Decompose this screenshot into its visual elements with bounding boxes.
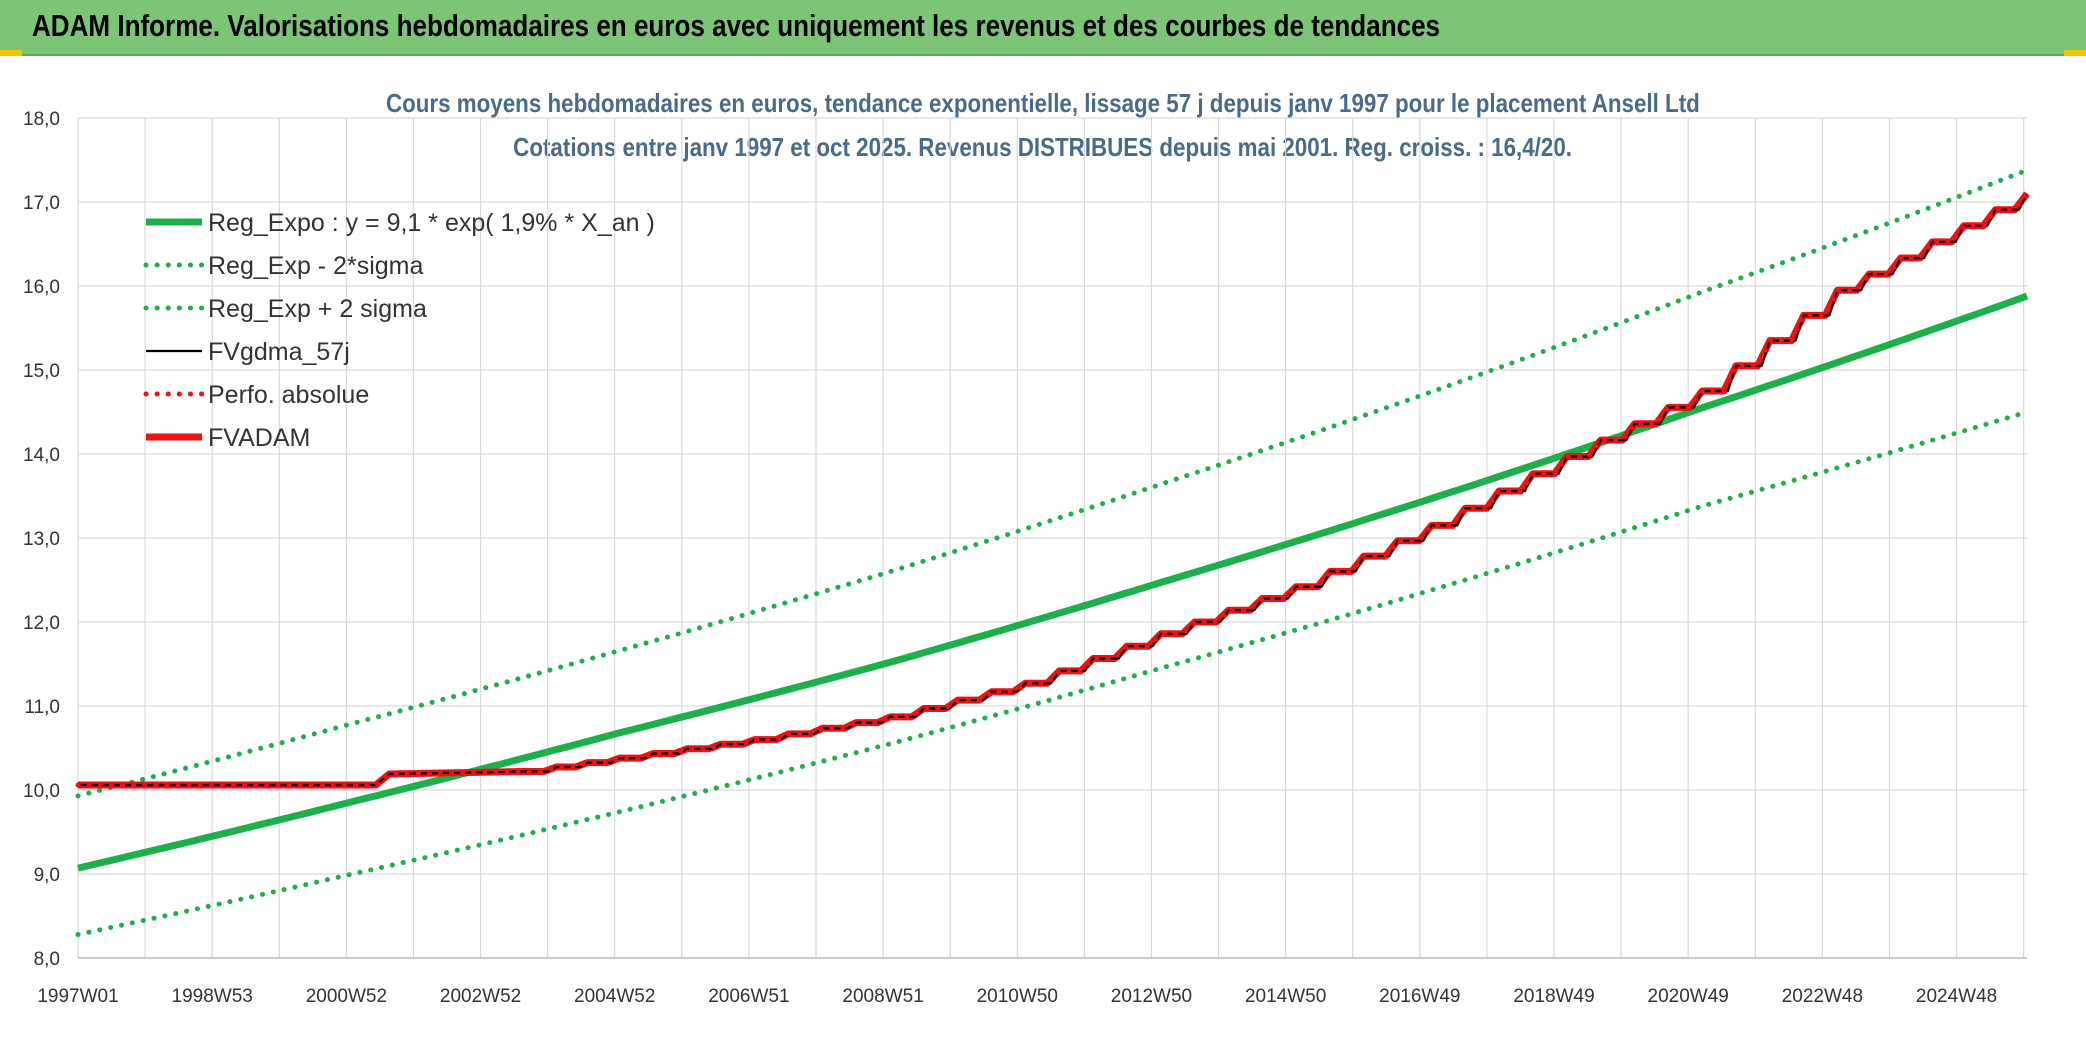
series-line-4 bbox=[75, 191, 2030, 788]
y-tick-label: 18,0 bbox=[23, 109, 60, 130]
series-lines bbox=[75, 167, 2030, 937]
x-tick-label: 1998W53 bbox=[172, 986, 253, 1007]
x-tick-label: 2010W50 bbox=[977, 986, 1058, 1007]
x-tick-label: 2000W52 bbox=[306, 986, 387, 1007]
x-tick-label: 2024W48 bbox=[1916, 986, 1997, 1007]
header-banner: ADAM Informe. Valorisations hebdomadaire… bbox=[0, 0, 2086, 56]
y-tick-label: 9,0 bbox=[34, 865, 60, 886]
x-tick-label: 2008W51 bbox=[842, 986, 923, 1007]
x-tick-label: 2016W49 bbox=[1379, 986, 1460, 1007]
series-line-2 bbox=[75, 167, 2030, 799]
y-tick-label: 12,0 bbox=[23, 613, 60, 634]
y-tick-label: 15,0 bbox=[23, 361, 60, 382]
chart-title-line-1: Cours moyens hebdomadaires en euros, ten… bbox=[386, 88, 1700, 118]
legend-label: Reg_Exp - 2*sigma bbox=[208, 252, 423, 280]
legend-label: Perfo. absolue bbox=[208, 381, 369, 409]
corner-marker-top-left bbox=[0, 50, 22, 56]
x-tick-label: 2022W48 bbox=[1782, 986, 1863, 1007]
x-tick-label: 2018W49 bbox=[1513, 986, 1594, 1007]
y-tick-label: 8,0 bbox=[34, 949, 60, 970]
x-tick-label: 2002W52 bbox=[440, 986, 521, 1007]
x-axis-ticks: 1997W01 1998W53 2000W52 2002W52 2004W52 2006W… bbox=[37, 986, 1997, 1007]
x-tick-label: 2006W51 bbox=[708, 986, 789, 1007]
x-tick-label: 1997W01 bbox=[37, 986, 118, 1007]
x-tick-label: 2012W50 bbox=[1111, 986, 1192, 1007]
line-chart: 8,0 9,0 10,0 11,0 12,0 13,0 14,0 15,0 16,0 17,0 18… bbox=[23, 109, 2030, 1007]
y-tick-label: 13,0 bbox=[23, 529, 60, 550]
series-line-5 bbox=[78, 191, 2030, 789]
grid bbox=[77, 117, 2027, 959]
y-tick-label: 14,0 bbox=[23, 445, 60, 466]
series-line-1 bbox=[75, 409, 2030, 937]
y-tick-label: 11,0 bbox=[24, 697, 60, 718]
series-line-3 bbox=[78, 193, 2028, 787]
legend-label: FVADAM bbox=[208, 424, 310, 452]
legend-label: Reg_Expo : y = 9,1 * exp( 1,9% * X_an ) bbox=[208, 209, 655, 237]
banner-title: ADAM Informe. Valorisations hebdomadaire… bbox=[32, 8, 1441, 43]
chart-title-line-2: Cotations entre janv 1997 et oct 2025. R… bbox=[513, 132, 1573, 162]
y-axis-ticks: 8,0 9,0 10,0 11,0 12,0 13,0 14,0 15,0 16,0 17,0 18… bbox=[23, 109, 60, 970]
y-tick-label: 10,0 bbox=[23, 781, 60, 802]
y-tick-label: 17,0 bbox=[23, 193, 60, 214]
x-tick-label: 2004W52 bbox=[574, 986, 655, 1007]
legend: Reg_Expo : y = 9,1 * exp( 1,9% * X_an ) R… bbox=[143, 209, 655, 452]
y-tick-label: 16,0 bbox=[23, 277, 60, 298]
x-tick-label: 2014W50 bbox=[1245, 986, 1326, 1007]
corner-marker-top-right bbox=[2064, 50, 2086, 56]
legend-label: FVgdma_57j bbox=[208, 338, 350, 366]
legend-label: Reg_Exp + 2 sigma bbox=[208, 295, 427, 323]
x-tick-label: 2020W49 bbox=[1648, 986, 1729, 1007]
